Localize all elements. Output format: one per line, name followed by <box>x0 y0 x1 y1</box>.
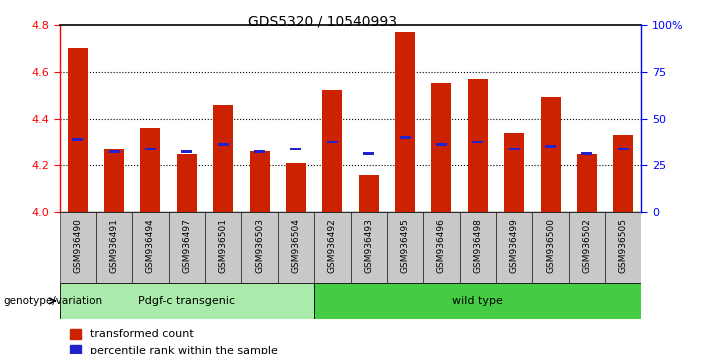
Bar <box>104 149 124 212</box>
Bar <box>618 148 629 150</box>
Bar <box>140 128 161 212</box>
Bar <box>218 143 229 146</box>
Bar <box>169 212 205 283</box>
Bar <box>605 212 641 283</box>
Bar <box>540 97 561 212</box>
Text: GSM936490: GSM936490 <box>74 218 82 273</box>
Bar <box>436 143 447 146</box>
Bar <box>395 32 415 212</box>
Bar <box>327 141 338 143</box>
Legend: transformed count, percentile rank within the sample: transformed count, percentile rank withi… <box>65 324 282 354</box>
Bar <box>290 148 301 150</box>
Text: GSM936500: GSM936500 <box>546 218 555 273</box>
Text: GSM936505: GSM936505 <box>619 218 627 273</box>
Bar <box>145 148 156 150</box>
Bar <box>314 212 350 283</box>
Text: GSM936491: GSM936491 <box>109 218 118 273</box>
Bar <box>68 48 88 212</box>
Bar <box>109 150 120 153</box>
Bar <box>205 212 241 283</box>
Text: GSM936495: GSM936495 <box>400 218 409 273</box>
Text: GSM936503: GSM936503 <box>255 218 264 273</box>
Text: GSM936498: GSM936498 <box>473 218 482 273</box>
Bar <box>496 212 532 283</box>
Bar <box>96 212 132 283</box>
Bar <box>363 152 374 155</box>
Bar <box>577 154 597 212</box>
Bar <box>250 152 270 212</box>
Text: GSM936494: GSM936494 <box>146 218 155 273</box>
Bar <box>254 150 265 153</box>
Text: GSM936492: GSM936492 <box>328 218 336 273</box>
Bar <box>322 91 342 212</box>
Bar <box>581 152 592 155</box>
Text: GSM936502: GSM936502 <box>583 218 592 273</box>
Text: genotype/variation: genotype/variation <box>4 296 102 306</box>
Bar <box>177 154 197 212</box>
Bar <box>387 212 423 283</box>
Bar <box>460 212 496 283</box>
Text: GSM936497: GSM936497 <box>182 218 191 273</box>
Bar <box>532 212 569 283</box>
Bar <box>569 212 605 283</box>
Bar <box>241 212 278 283</box>
Bar <box>60 212 96 283</box>
Bar <box>423 212 460 283</box>
Bar <box>545 145 556 148</box>
Bar <box>509 148 519 150</box>
Text: Pdgf-c transgenic: Pdgf-c transgenic <box>138 296 236 306</box>
Bar <box>60 283 314 319</box>
Bar <box>213 104 233 212</box>
Bar <box>278 212 314 283</box>
Bar <box>431 84 451 212</box>
Text: GSM936501: GSM936501 <box>219 218 228 273</box>
Text: GSM936499: GSM936499 <box>510 218 519 273</box>
Bar <box>472 141 483 143</box>
Bar <box>468 79 488 212</box>
Text: GSM936504: GSM936504 <box>292 218 301 273</box>
Text: GSM936493: GSM936493 <box>365 218 373 273</box>
Bar <box>350 212 387 283</box>
Bar <box>286 163 306 212</box>
Text: GDS5320 / 10540993: GDS5320 / 10540993 <box>248 14 397 28</box>
Bar <box>400 136 411 139</box>
Bar <box>72 138 83 141</box>
Text: GSM936496: GSM936496 <box>437 218 446 273</box>
Bar <box>314 283 641 319</box>
Bar <box>132 212 169 283</box>
Bar <box>359 175 379 212</box>
Bar <box>504 133 524 212</box>
Bar <box>613 135 633 212</box>
Text: wild type: wild type <box>452 296 503 306</box>
Bar <box>182 150 192 153</box>
